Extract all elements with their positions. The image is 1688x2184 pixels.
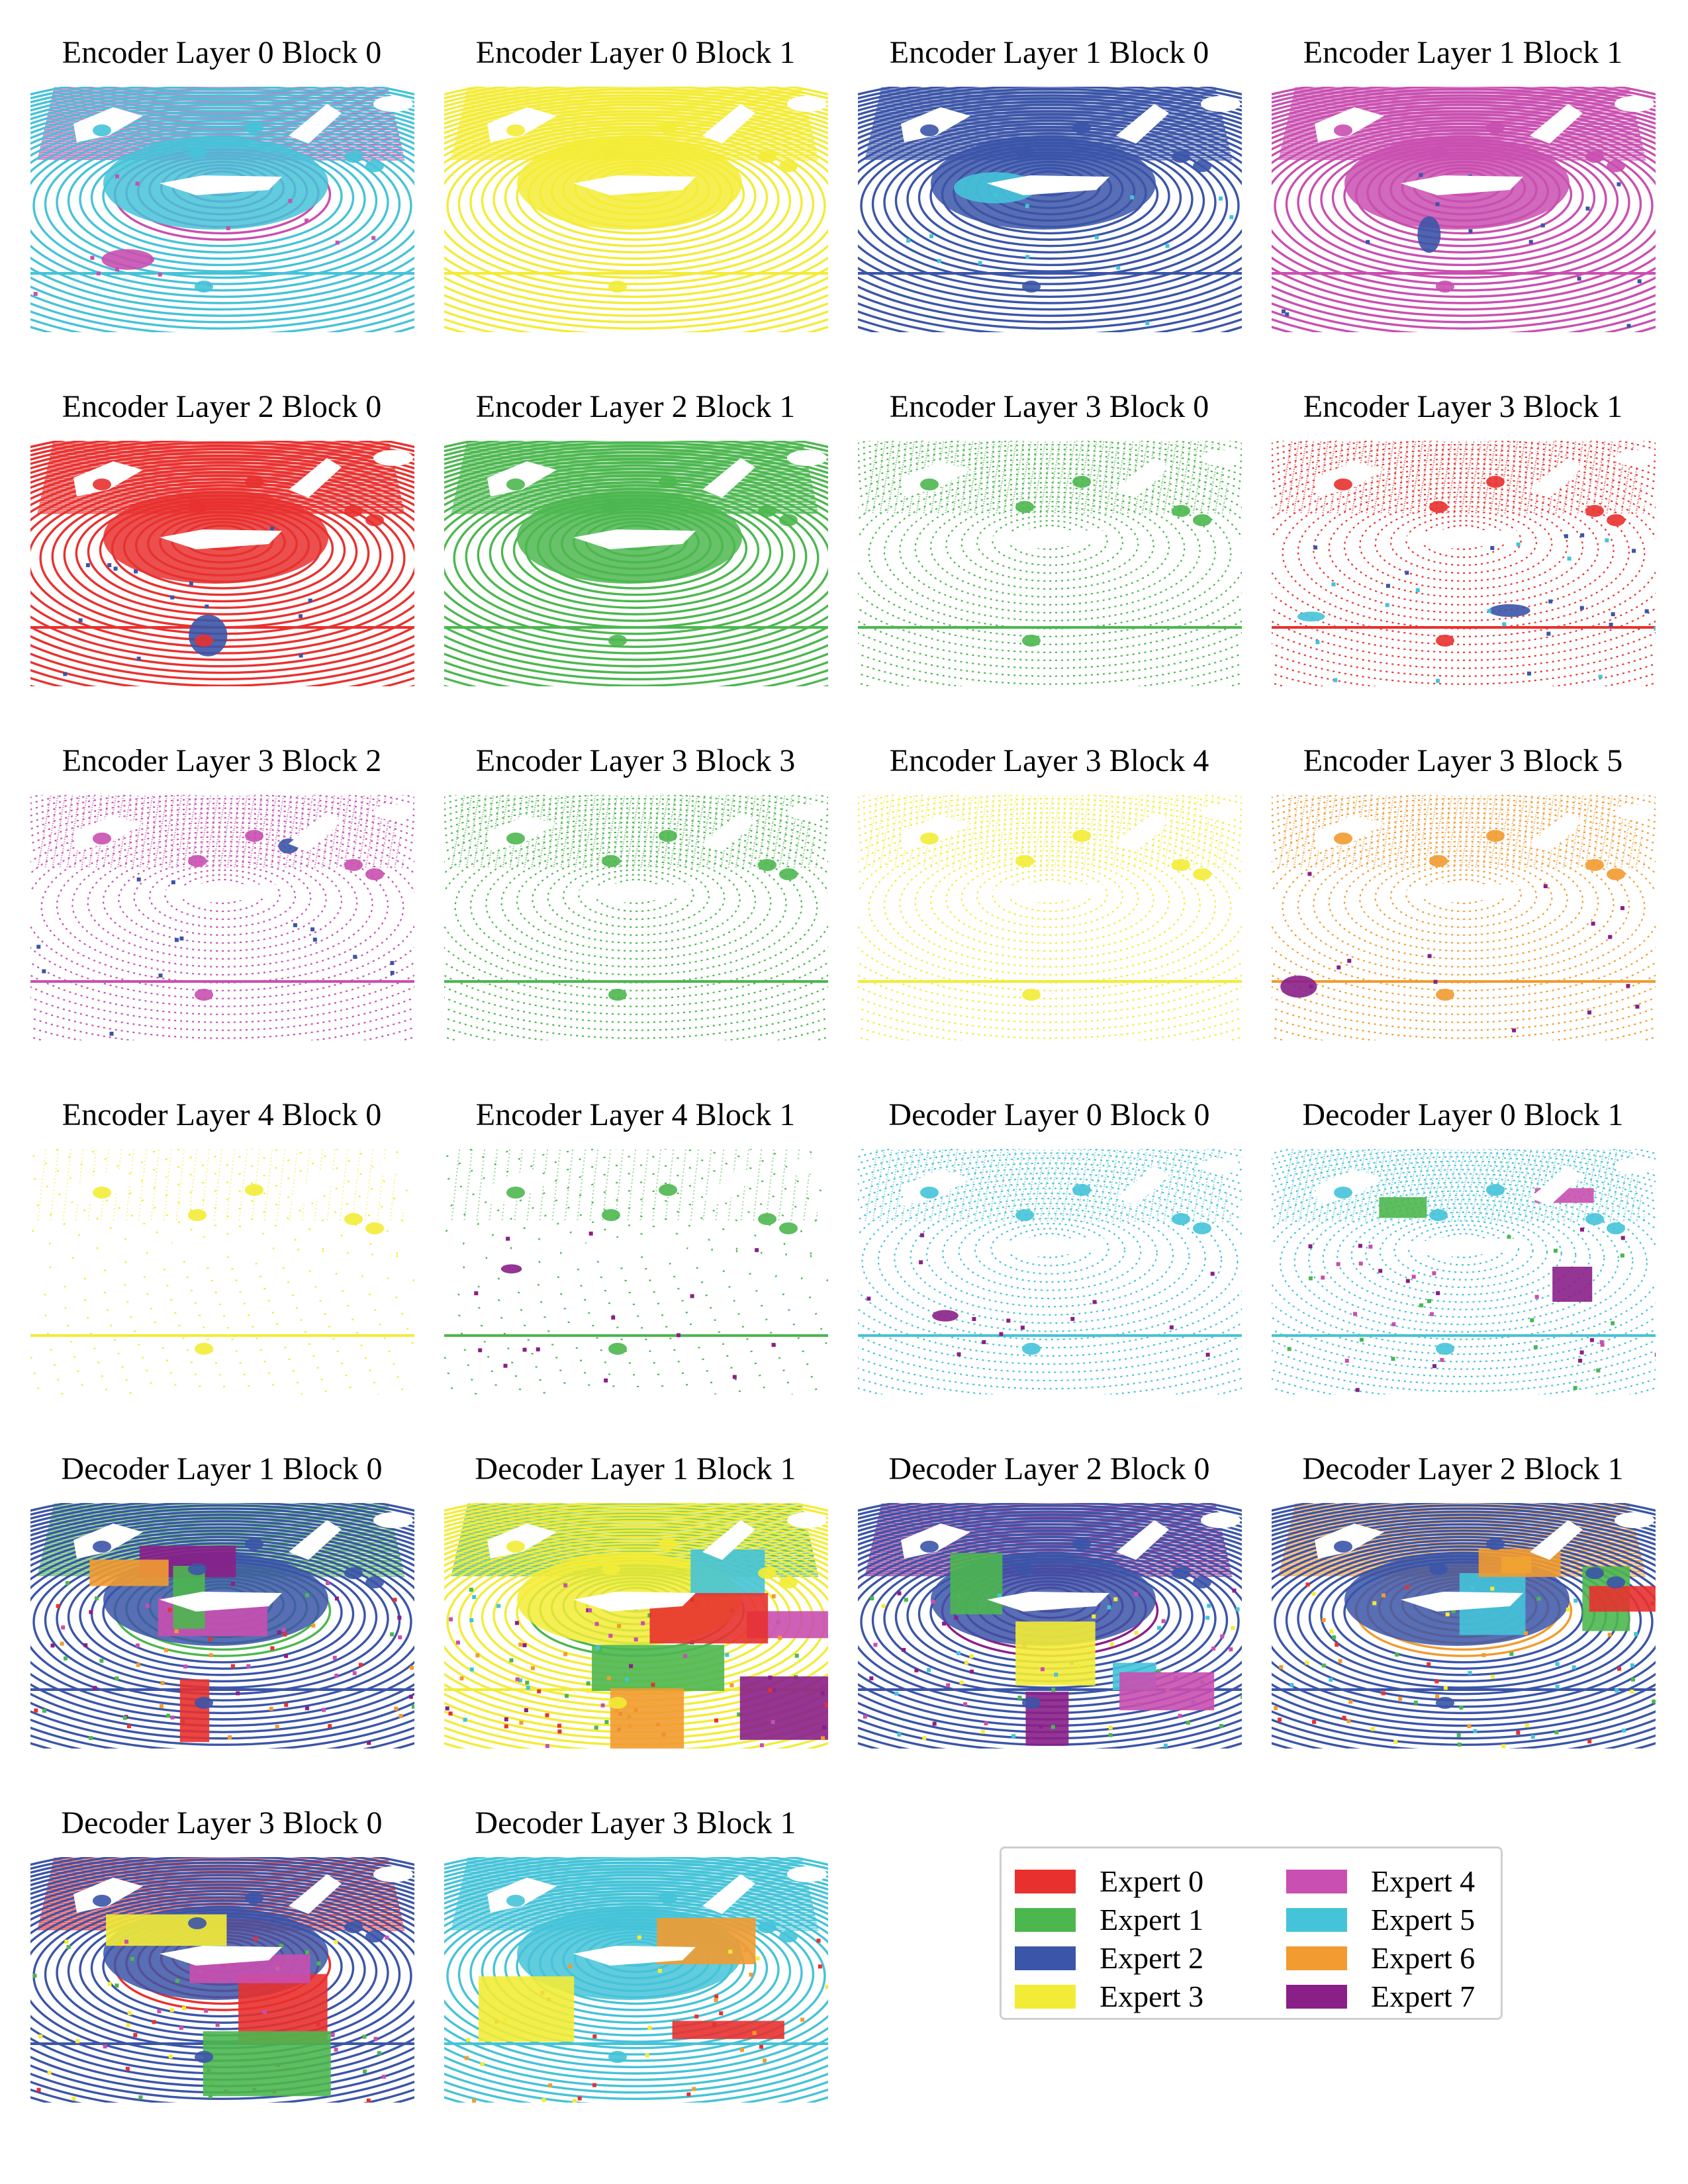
panel: Decoder Layer 3 Block 1 [440,1800,831,2111]
legend-item: Expert 3 [1015,1976,1253,2015]
legend-swatch [1286,1985,1347,2009]
legend-swatch [1286,1870,1347,1893]
panel: Encoder Layer 1 Block 1 [1268,30,1658,341]
legend-label: Expert 4 [1371,1864,1476,1898]
panel: Encoder Layer 3 Block 3 [440,738,831,1049]
panel-title: Encoder Layer 3 Block 3 [475,743,796,778]
legend-item: Expert 0 [1015,1860,1253,1900]
legend-swatch [1015,1946,1076,1970]
panel: Decoder Layer 1 Block 0 [26,1446,417,1757]
legend-label: Expert 0 [1100,1864,1204,1898]
panel: Decoder Layer 2 Block 0 [854,1446,1244,1757]
panel-title: Decoder Layer 0 Block 0 [888,1097,1210,1132]
legend-item: Expert 1 [1015,1899,1253,1938]
panel: Encoder Layer 4 Block 1 [440,1092,831,1403]
panel-title: Encoder Layer 1 Block 0 [889,35,1209,70]
point-cloud-view [444,1146,828,1394]
point-cloud-view [30,1500,414,1749]
legend-swatch [1015,1985,1076,2009]
panel: Encoder Layer 0 Block 0 [26,30,417,341]
point-cloud-view [1272,438,1656,686]
legend-swatch [1286,1908,1347,1932]
panel: Encoder Layer 3 Block 2 [26,738,417,1049]
panel-title: Decoder Layer 0 Block 1 [1302,1097,1624,1132]
point-cloud-view [444,792,828,1040]
panel-title: Encoder Layer 0 Block 1 [475,35,796,70]
panel-title: Decoder Layer 3 Block 1 [475,1805,796,1841]
point-cloud-view [1272,792,1656,1040]
point-cloud-view [1272,84,1656,332]
panel: Decoder Layer 0 Block 0 [854,1092,1244,1403]
point-cloud-view [444,84,828,332]
point-cloud-view [1272,1146,1656,1394]
panel: Decoder Layer 1 Block 1 [440,1446,831,1757]
panel-title: Decoder Layer 1 Block 0 [61,1451,383,1486]
point-cloud-view [444,438,828,686]
point-cloud-view [1272,1500,1656,1749]
panel-title: Encoder Layer 3 Block 2 [62,743,382,778]
legend-label: Expert 3 [1100,1979,1204,2013]
legend-swatch [1286,1946,1347,1970]
point-cloud-view [858,1146,1242,1394]
panel: Encoder Layer 3 Block 4 [854,738,1244,1049]
panel-title: Encoder Layer 3 Block 4 [889,743,1209,778]
point-cloud-view [858,1500,1242,1749]
legend-label: Expert 5 [1371,1903,1476,1936]
legend-swatch [1015,1908,1076,1932]
legend-item: Expert 5 [1286,1899,1524,1938]
legend: Expert 0 Expert 1 Expert 2 Expert 3 Expert 4… [1000,1846,1503,2020]
panel-title: Encoder Layer 2 Block 1 [475,389,796,424]
panel-title: Decoder Layer 2 Block 0 [888,1451,1210,1486]
legend-label: Expert 1 [1100,1903,1204,1936]
panel: Encoder Layer 3 Block 0 [854,384,1244,695]
point-cloud-view [30,1854,414,2103]
point-cloud-view [444,1854,828,2103]
point-cloud-view [858,792,1242,1040]
legend-item: Expert 4 [1286,1860,1524,1900]
panel-title: Decoder Layer 1 Block 1 [475,1451,796,1486]
legend-label: Expert 6 [1371,1941,1476,1975]
point-cloud-view [30,438,414,686]
point-cloud-view [858,438,1242,686]
panel-title: Encoder Layer 3 Block 0 [889,389,1209,424]
panel: Decoder Layer 2 Block 1 [1268,1446,1658,1757]
legend-item: Expert 2 [1015,1937,1253,1977]
legend-item: Expert 6 [1286,1937,1524,1977]
legend-item: Expert 7 [1286,1976,1524,2015]
panel-title: Encoder Layer 4 Block 0 [62,1097,382,1132]
panel: Encoder Layer 3 Block 5 [1268,738,1658,1049]
panel-title: Encoder Layer 3 Block 1 [1303,389,1623,424]
panel-title: Encoder Layer 1 Block 1 [1303,35,1623,70]
legend-label: Expert 2 [1100,1941,1204,1975]
panel: Encoder Layer 2 Block 0 [26,384,417,695]
panel: Encoder Layer 3 Block 1 [1268,384,1658,695]
panel: Encoder Layer 0 Block 1 [440,30,831,341]
panel-title: Encoder Layer 0 Block 0 [62,35,382,70]
panel: Encoder Layer 2 Block 1 [440,384,831,695]
panel: Decoder Layer 3 Block 0 [26,1800,417,2111]
panel-title: Decoder Layer 3 Block 0 [61,1805,383,1841]
panel-title: Encoder Layer 4 Block 1 [475,1097,796,1132]
point-cloud-view [858,84,1242,332]
panel-title: Decoder Layer 2 Block 1 [1302,1451,1624,1486]
legend-swatch [1015,1870,1076,1893]
panel: Encoder Layer 1 Block 0 [854,30,1244,341]
point-cloud-view [30,84,414,332]
panel-title: Encoder Layer 3 Block 5 [1303,743,1623,778]
panel-title: Encoder Layer 2 Block 0 [62,389,382,424]
panel: Decoder Layer 0 Block 1 [1268,1092,1658,1403]
point-cloud-view [30,792,414,1040]
panel: Encoder Layer 4 Block 0 [26,1092,417,1403]
point-cloud-view [30,1146,414,1394]
point-cloud-view [444,1500,828,1749]
legend-label: Expert 7 [1371,1979,1476,2013]
